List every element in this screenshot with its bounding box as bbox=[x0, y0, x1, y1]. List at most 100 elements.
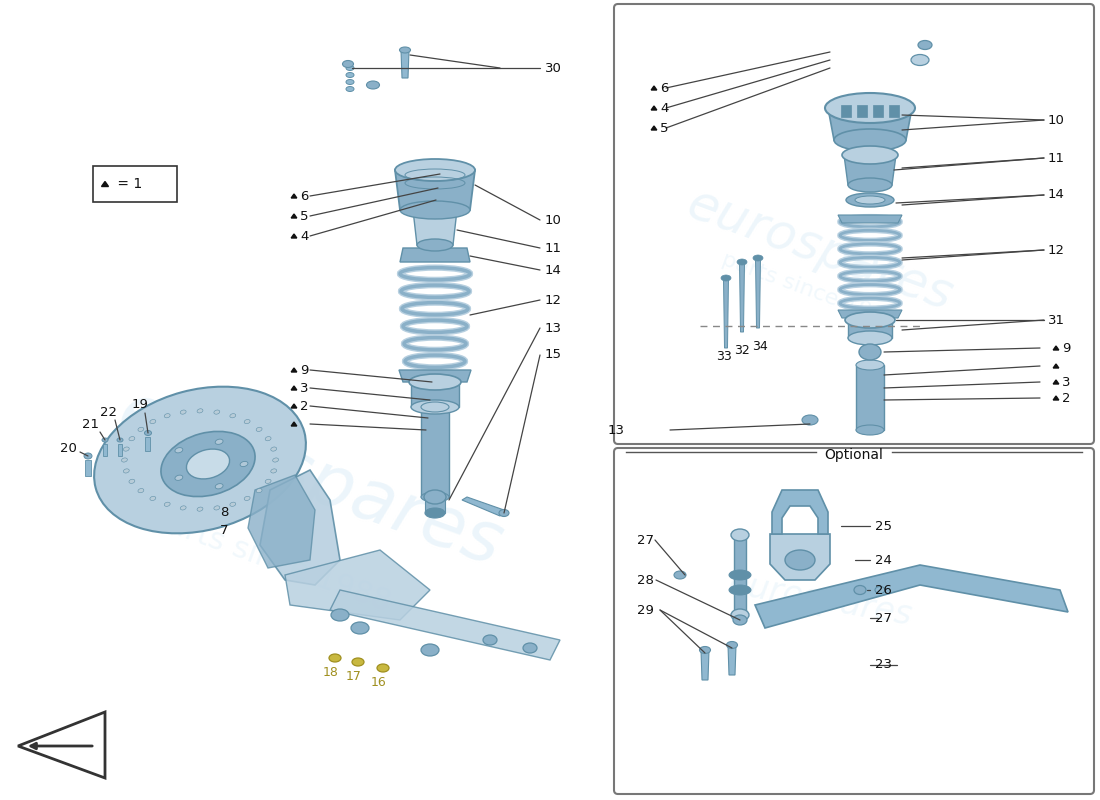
Polygon shape bbox=[844, 155, 896, 185]
Ellipse shape bbox=[175, 475, 183, 480]
Polygon shape bbox=[292, 422, 297, 426]
Text: 14: 14 bbox=[544, 263, 562, 277]
Polygon shape bbox=[701, 650, 710, 680]
Text: 5: 5 bbox=[660, 122, 669, 134]
Ellipse shape bbox=[834, 129, 906, 151]
Text: 8: 8 bbox=[220, 506, 229, 519]
Ellipse shape bbox=[737, 259, 747, 265]
Ellipse shape bbox=[244, 496, 250, 501]
FancyBboxPatch shape bbox=[614, 4, 1094, 444]
Text: 20: 20 bbox=[60, 442, 77, 454]
Ellipse shape bbox=[123, 469, 129, 473]
Ellipse shape bbox=[729, 570, 751, 580]
Text: 23: 23 bbox=[874, 658, 892, 671]
Ellipse shape bbox=[346, 86, 354, 91]
Ellipse shape bbox=[845, 312, 895, 328]
Ellipse shape bbox=[802, 415, 818, 425]
Bar bbox=[145, 437, 150, 451]
Bar bbox=[411, 382, 459, 407]
Text: 22: 22 bbox=[100, 406, 117, 418]
Ellipse shape bbox=[377, 664, 389, 672]
Text: 13: 13 bbox=[608, 423, 625, 437]
Text: 26: 26 bbox=[874, 583, 892, 597]
Polygon shape bbox=[292, 386, 297, 390]
Ellipse shape bbox=[138, 427, 144, 431]
Ellipse shape bbox=[417, 239, 453, 251]
Ellipse shape bbox=[848, 178, 892, 192]
Ellipse shape bbox=[197, 409, 202, 413]
Text: 15: 15 bbox=[544, 349, 562, 362]
Ellipse shape bbox=[421, 492, 449, 502]
Ellipse shape bbox=[400, 201, 470, 219]
Text: 18: 18 bbox=[323, 666, 339, 678]
Ellipse shape bbox=[186, 449, 230, 479]
Bar bbox=[103, 444, 107, 456]
Ellipse shape bbox=[150, 419, 156, 424]
Ellipse shape bbox=[129, 437, 135, 441]
Text: 3: 3 bbox=[300, 382, 308, 394]
Text: 17: 17 bbox=[346, 670, 362, 682]
Ellipse shape bbox=[874, 586, 886, 594]
Text: 7: 7 bbox=[220, 523, 229, 537]
Polygon shape bbox=[724, 278, 728, 348]
Ellipse shape bbox=[180, 506, 186, 510]
Ellipse shape bbox=[825, 93, 915, 123]
Polygon shape bbox=[739, 262, 745, 332]
Ellipse shape bbox=[230, 502, 235, 506]
Text: eurospares: eurospares bbox=[109, 378, 512, 582]
Ellipse shape bbox=[95, 386, 306, 534]
Bar bbox=[85, 460, 91, 476]
Text: 16: 16 bbox=[371, 675, 387, 689]
Polygon shape bbox=[828, 108, 912, 140]
Polygon shape bbox=[292, 404, 297, 408]
Ellipse shape bbox=[855, 196, 886, 204]
Ellipse shape bbox=[121, 458, 128, 462]
Polygon shape bbox=[399, 370, 471, 382]
Text: 14: 14 bbox=[1048, 189, 1065, 202]
Ellipse shape bbox=[732, 609, 749, 621]
FancyBboxPatch shape bbox=[614, 448, 1094, 794]
Text: eurospares: eurospares bbox=[681, 180, 959, 320]
Text: 3: 3 bbox=[1062, 375, 1070, 389]
Ellipse shape bbox=[175, 448, 183, 453]
Text: 25: 25 bbox=[874, 519, 892, 533]
Ellipse shape bbox=[483, 635, 497, 645]
Ellipse shape bbox=[213, 506, 220, 510]
Ellipse shape bbox=[522, 643, 537, 653]
Ellipse shape bbox=[230, 414, 235, 418]
Polygon shape bbox=[400, 248, 470, 262]
Ellipse shape bbox=[346, 79, 354, 85]
Ellipse shape bbox=[240, 462, 248, 466]
Ellipse shape bbox=[265, 437, 271, 441]
Polygon shape bbox=[292, 214, 297, 218]
Ellipse shape bbox=[366, 81, 379, 89]
Text: 2: 2 bbox=[1062, 391, 1070, 405]
Ellipse shape bbox=[102, 438, 108, 442]
Text: 9: 9 bbox=[1062, 342, 1070, 354]
Ellipse shape bbox=[399, 47, 410, 53]
Polygon shape bbox=[756, 258, 760, 328]
Text: 24: 24 bbox=[874, 554, 892, 566]
Ellipse shape bbox=[271, 447, 276, 451]
Ellipse shape bbox=[846, 193, 894, 207]
Polygon shape bbox=[285, 550, 430, 620]
Ellipse shape bbox=[674, 571, 686, 579]
Text: 11: 11 bbox=[544, 242, 562, 254]
Polygon shape bbox=[395, 170, 475, 210]
Ellipse shape bbox=[918, 41, 932, 50]
Ellipse shape bbox=[329, 654, 341, 662]
Ellipse shape bbox=[351, 622, 369, 634]
Text: 21: 21 bbox=[82, 418, 99, 431]
Ellipse shape bbox=[180, 410, 186, 414]
Polygon shape bbox=[651, 86, 657, 90]
Text: = 1: = 1 bbox=[113, 177, 142, 191]
Bar bbox=[425, 497, 446, 513]
Ellipse shape bbox=[117, 438, 123, 442]
Ellipse shape bbox=[138, 489, 144, 493]
Polygon shape bbox=[292, 194, 297, 198]
Text: parts since 1988: parts since 1988 bbox=[719, 249, 901, 331]
Ellipse shape bbox=[733, 615, 747, 625]
Text: Optional: Optional bbox=[825, 448, 883, 462]
Ellipse shape bbox=[842, 146, 898, 164]
Ellipse shape bbox=[856, 360, 884, 370]
